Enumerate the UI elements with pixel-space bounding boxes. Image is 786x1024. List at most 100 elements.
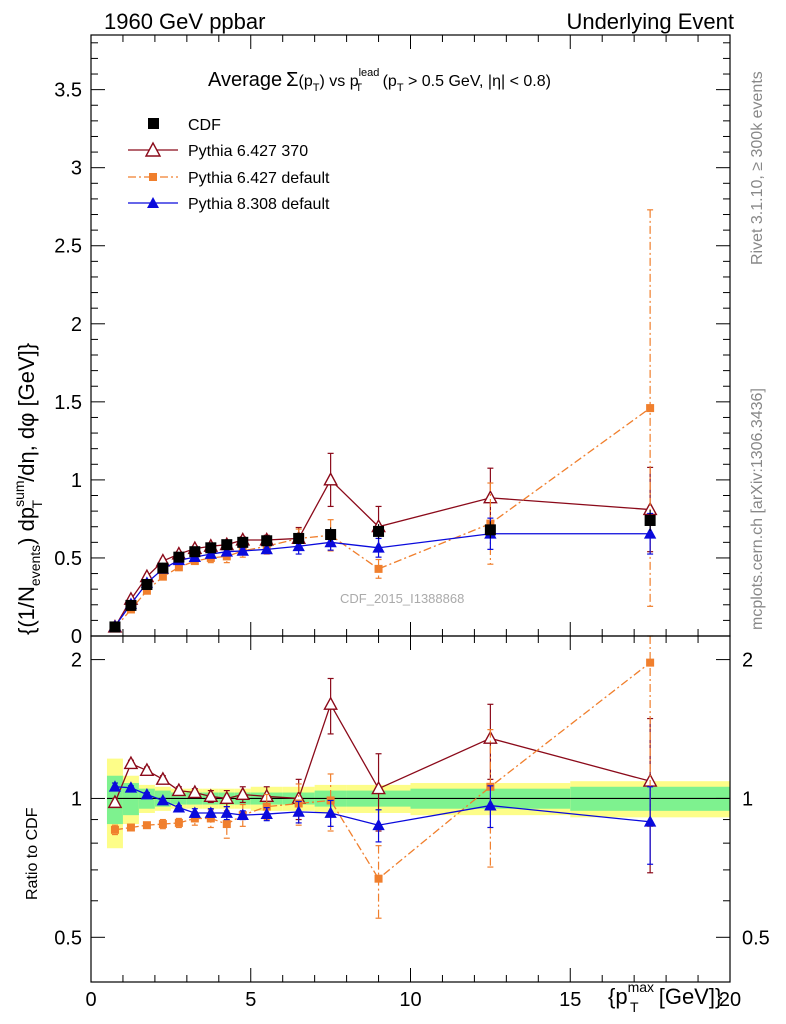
py6-370-ratio-point [187, 784, 203, 799]
x-tick-label: 15 [559, 989, 581, 1011]
py6-default-ratio-point [206, 814, 215, 823]
mcplots-label: mcplots.cern.ch [arXiv:1306.3436] [749, 388, 766, 630]
py6-370-ratio-series [107, 677, 658, 874]
cdf-point [157, 562, 169, 574]
x-tick-label: 5 [245, 989, 256, 1011]
x-tick-label: 0 [85, 989, 96, 1011]
cdf-point [373, 525, 385, 537]
py6-default-main-point [158, 572, 167, 581]
py8-ratio-point [124, 781, 138, 793]
py6-370-ratio-point [235, 786, 251, 801]
cdf-point [125, 599, 137, 611]
cdf-point [484, 524, 496, 536]
py8-ratio-point [204, 806, 217, 818]
py8-main-point [643, 527, 657, 539]
cdf-point [325, 529, 337, 541]
py6-default-ratio-point [142, 821, 151, 830]
py6-default-main-point [142, 586, 151, 595]
plot-title: Average Σ(pT) vs plead T (pT > 0.5 GeV, |η… [208, 67, 551, 94]
ratio-y-tick-label-right: 2 [742, 650, 753, 672]
cdf-point [173, 551, 185, 563]
main-y-tick-label: 3.5 [54, 80, 82, 102]
cdf-point [109, 621, 121, 633]
cdf-data-series [109, 510, 656, 633]
py8-ratio-point [156, 793, 170, 806]
plot-area [106, 209, 730, 919]
legend-py8-label: Pythia 8.308 default [188, 196, 330, 213]
legend: CDF Pythia 6.427 370 Pythia 6.427 defaul… [128, 117, 330, 213]
cdf-point [261, 535, 273, 547]
legend-cdf-label: CDF [188, 117, 221, 134]
cdf-point [237, 536, 249, 548]
py8-main-point [292, 539, 305, 552]
cdf-point [293, 532, 305, 544]
py8-main-point [236, 544, 249, 556]
x-axis-label: {pmax T [GeV]} [608, 979, 722, 1015]
py6-default-ratio-line [114, 662, 651, 880]
py6-default-ratio-point [222, 820, 231, 829]
ratio-y-tick-label: 1 [71, 788, 82, 810]
py6-default-ratio-point [158, 820, 167, 829]
header-left: 1960 GeV ppbar [104, 9, 265, 34]
py6-370-main-point [323, 471, 338, 486]
legend-py6-default-marker [149, 173, 157, 181]
py6-370-ratio-point [107, 794, 123, 809]
axes-ticks: 0 5 10 15 20 0 0.5 1 1.5 2 2.5 3 3.5 0.5 0.5 1 1 2 2 [54, 35, 770, 1011]
py8-ratio-point [484, 799, 497, 811]
analysis-annotation: CDF_2015_I1388868 [340, 591, 464, 606]
py8-ratio-point [188, 806, 202, 818]
main-y-axis-label: {(1/Nevents) dpsum T/dη, dφ [GeV]} [11, 343, 45, 635]
main-y-tick-label: 2 [71, 314, 82, 336]
x-tick-label: 10 [399, 989, 421, 1011]
py8-main-point [260, 542, 273, 555]
ratio-y-axis-label: Ratio to CDF [24, 807, 41, 900]
py6-default-ratio-point [126, 823, 135, 832]
main-y-tick-label: 0.5 [54, 548, 82, 570]
py6-370-ratio-point [371, 780, 386, 795]
legend-py6-370-label: Pythia 6.427 370 [188, 143, 308, 160]
py6-default-ratio-series [110, 635, 655, 919]
cdf-point [189, 546, 201, 558]
legend-py6-default-label: Pythia 6.427 default [188, 170, 330, 187]
ratio-y-tick-label: 2 [71, 650, 82, 672]
py8-ratio-point [260, 807, 273, 819]
py6-370-ratio-point [123, 755, 139, 770]
py8-ratio-point [140, 787, 154, 800]
py6-default-main-series [110, 209, 655, 633]
cdf-point [644, 514, 656, 526]
legend-cdf-marker [148, 118, 159, 129]
py6-default-main-point [646, 404, 655, 413]
main-y-tick-label: 0 [71, 626, 82, 648]
py6-370-ratio-point [155, 771, 171, 785]
py8-main-point [220, 545, 233, 557]
header-right: Underlying Event [566, 9, 734, 34]
ratio-y-tick-label-right: 1 [742, 788, 753, 810]
py6-default-main-point [374, 564, 383, 573]
cdf-point [221, 539, 233, 551]
py8-ratio-point [643, 815, 657, 827]
py8-main-point [372, 541, 385, 553]
py8-ratio-point [172, 801, 186, 813]
py6-default-ratio-point [262, 802, 271, 811]
py6-default-ratio-point [110, 825, 119, 834]
legend-py6-370-marker [144, 141, 162, 157]
py8-ratio-point [292, 805, 305, 817]
py6-370-ratio-point [171, 782, 187, 797]
rivet-version-label: Rivet 3.1.10, ≥ 300k events [749, 71, 766, 265]
py6-default-ratio-point [374, 874, 383, 883]
main-plot-frame [90, 34, 731, 637]
main-y-tick-label: 2.5 [54, 236, 82, 258]
py6-370-ratio-point [139, 762, 155, 777]
py6-370-ratio-point [219, 790, 235, 805]
main-y-tick-label: 3 [71, 158, 82, 180]
cdf-point [205, 542, 217, 554]
py6-default-main-line [114, 407, 651, 629]
cdf-point [141, 578, 153, 590]
py8-ratio-point [324, 806, 337, 818]
py6-370-ratio-point [203, 788, 219, 803]
ratio-y-tick-label: 0.5 [54, 927, 82, 949]
main-y-tick-label: 1 [71, 470, 82, 492]
py8-ratio-point [372, 818, 385, 831]
py8-ratio-series [108, 780, 657, 865]
